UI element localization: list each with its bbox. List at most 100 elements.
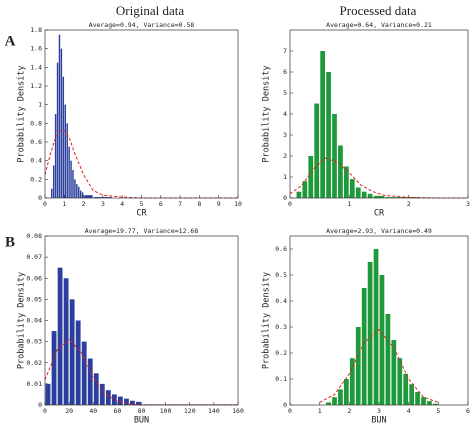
- y-axis-label: Probability Density: [17, 272, 27, 369]
- bar: [69, 299, 75, 405]
- bar: [75, 320, 81, 405]
- bar: [56, 62, 59, 198]
- x-tick-label: 4: [407, 407, 411, 415]
- x-axis-label: CR: [136, 209, 147, 219]
- x-tick-label: 8: [197, 200, 201, 208]
- bar: [326, 72, 331, 198]
- x-tick-label: 160: [232, 407, 244, 415]
- bar: [51, 188, 53, 198]
- y-tick-label: 0: [38, 194, 42, 202]
- bar: [78, 186, 80, 198]
- bar: [117, 396, 123, 405]
- x-tick-label: 0: [43, 200, 47, 208]
- bar: [302, 181, 308, 198]
- bar: [81, 192, 84, 198]
- bar: [344, 379, 349, 405]
- x-tick-label: 20: [65, 407, 73, 415]
- y-tick-label: 0.4: [275, 297, 287, 305]
- x-axis-label: BUN: [371, 416, 386, 426]
- bar: [349, 358, 355, 405]
- bar: [332, 114, 337, 198]
- x-tick-label: 3: [101, 200, 105, 208]
- y-tick-label: 0.05: [26, 295, 42, 303]
- y-tick-label: 7: [283, 47, 287, 55]
- bar: [427, 401, 432, 405]
- bar: [72, 170, 74, 198]
- y-tick-label: 1: [283, 173, 287, 181]
- y-tick-label: 4: [283, 110, 287, 118]
- bar: [52, 165, 55, 198]
- bar: [308, 156, 314, 198]
- bar: [76, 184, 78, 198]
- x-tick-label: 2: [347, 407, 351, 415]
- y-tick-label: 1.6: [30, 45, 42, 53]
- bar: [58, 34, 61, 198]
- y-tick-label: 0.07: [26, 253, 42, 261]
- bar: [99, 383, 105, 405]
- column-header: Original data: [116, 3, 184, 18]
- bar: [326, 402, 331, 405]
- x-tick-label: 7: [178, 200, 182, 208]
- x-tick-label: 80: [138, 407, 146, 415]
- bar: [367, 193, 373, 198]
- y-tick-label: 0.02: [26, 359, 42, 367]
- bar: [124, 398, 129, 405]
- bar: [68, 146, 70, 198]
- chart-title: Average=0.64, Variance=0.21: [326, 21, 432, 29]
- x-tick-label: 2: [407, 200, 411, 208]
- bar: [62, 76, 65, 198]
- y-tick-label: 1.4: [30, 63, 42, 71]
- x-tick-label: 5: [436, 407, 440, 415]
- y-axis-label: Probability Density: [262, 65, 272, 162]
- plot-frame: [289, 235, 469, 406]
- bar: [391, 340, 397, 405]
- y-tick-label: 0.1: [275, 375, 287, 383]
- bar: [373, 249, 379, 405]
- x-tick-label: 140: [208, 407, 220, 415]
- chart-title: Average=2.93, Variance=0.49: [326, 227, 432, 235]
- x-tick-label: 40: [89, 407, 97, 415]
- density-curve: [319, 328, 439, 403]
- chart-title: Average=19.77, Variance=12.68: [85, 227, 199, 235]
- y-tick-label: 6: [283, 68, 287, 76]
- bar: [320, 51, 325, 198]
- plot-frame: [289, 29, 469, 199]
- y-tick-label: 0.4: [30, 157, 42, 165]
- density-curve: [289, 157, 468, 199]
- y-tick-label: 1: [38, 101, 42, 109]
- bar: [338, 389, 343, 405]
- x-tick-label: 0: [43, 407, 47, 415]
- bar: [93, 373, 99, 405]
- x-tick-label: 10: [234, 200, 242, 208]
- bar: [51, 331, 57, 405]
- bar: [74, 179, 76, 198]
- bar: [415, 392, 420, 405]
- x-axis-label: BUN: [134, 416, 149, 426]
- bar: [355, 327, 361, 405]
- x-tick-label: 120: [184, 407, 196, 415]
- x-tick-label: 6: [159, 200, 163, 208]
- density-curve: [44, 130, 238, 199]
- y-tick-label: 0.6: [30, 138, 42, 146]
- bar: [57, 267, 63, 405]
- y-axis-label: Probability Density: [262, 272, 272, 369]
- x-tick-label: 0: [288, 200, 292, 208]
- bar: [349, 179, 355, 198]
- bar: [361, 288, 367, 405]
- bar: [314, 103, 320, 198]
- bar: [397, 358, 403, 405]
- x-tick-label: 3: [466, 200, 470, 208]
- bar: [385, 314, 391, 405]
- bar: [344, 166, 349, 198]
- x-tick-label: 5: [140, 200, 144, 208]
- bar: [421, 397, 426, 405]
- y-tick-label: 0.01: [26, 380, 42, 388]
- bar: [379, 275, 385, 405]
- x-axis-label: CR: [374, 209, 385, 219]
- y-tick-label: 0.2: [275, 349, 287, 357]
- x-tick-label: 4: [120, 200, 124, 208]
- x-tick-label: 1: [62, 200, 66, 208]
- bar: [409, 384, 414, 405]
- x-tick-label: 1: [347, 200, 351, 208]
- bar: [355, 187, 361, 198]
